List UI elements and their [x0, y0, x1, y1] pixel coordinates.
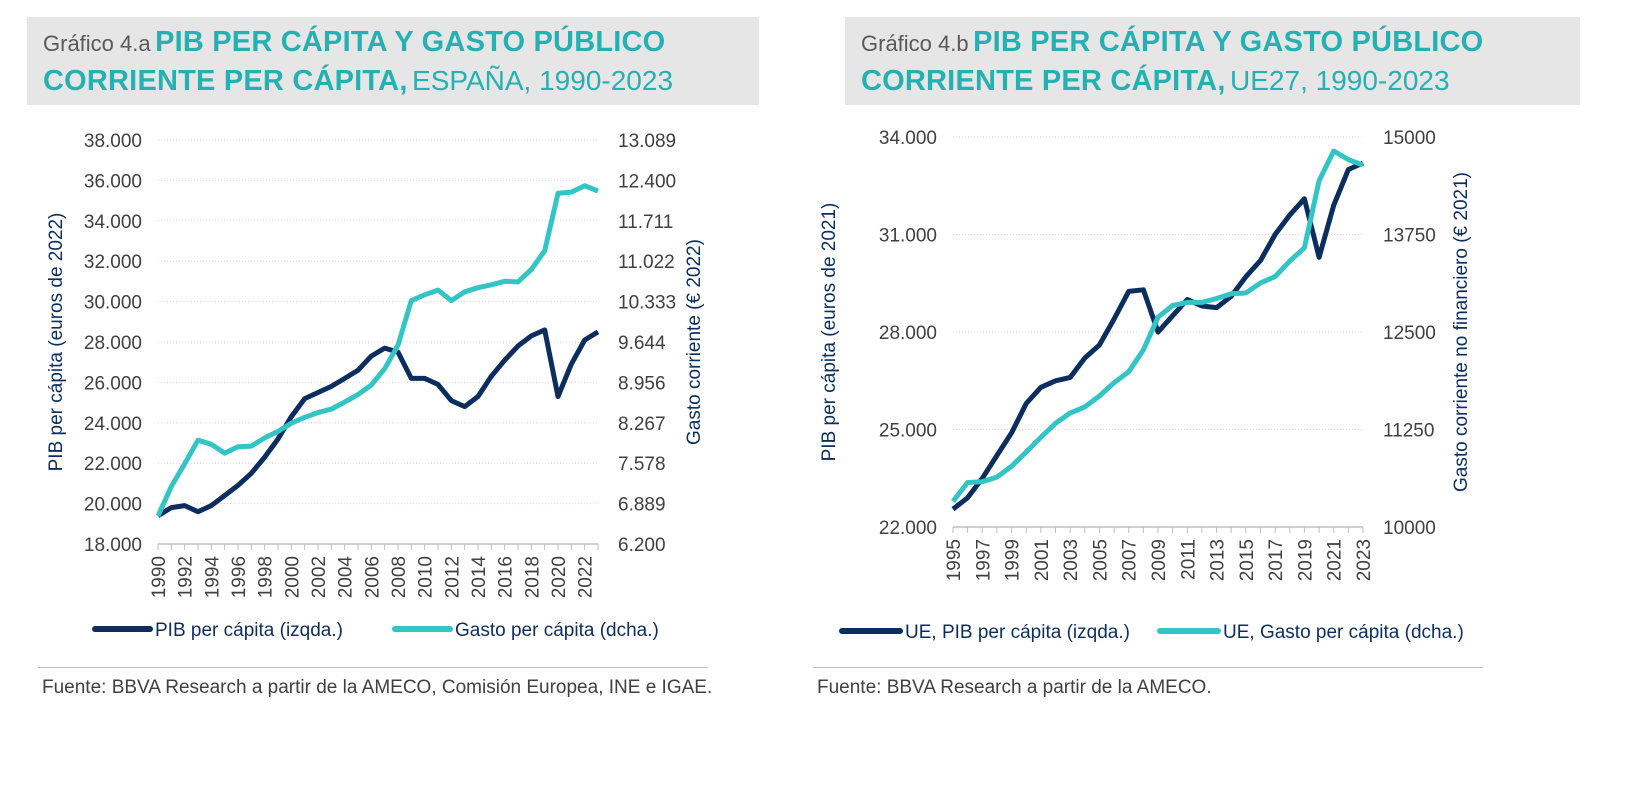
- y-tick-label: 20.000: [84, 495, 142, 516]
- x-tick-label: 1996: [229, 556, 250, 598]
- x-tick-label: 2010: [416, 556, 437, 598]
- y-tick-label: 24.000: [84, 414, 142, 435]
- x-tick-label: 2017: [1266, 539, 1287, 581]
- x-tick-label: 2019: [1295, 539, 1316, 581]
- x-tick-label: 2005: [1090, 539, 1111, 581]
- x-tick-label: 2008: [389, 556, 410, 598]
- x-tick-label: 2000: [282, 556, 303, 598]
- x-tick-label: 1994: [202, 556, 223, 599]
- series-line-2: [155, 183, 599, 517]
- y2-axis-label: Gasto corriente no financiero (€ 2021): [1451, 172, 1472, 492]
- y2-tick-label: 13.089: [618, 131, 676, 152]
- legend-label: PIB per cápita (izqda.): [155, 620, 343, 641]
- x-tick-label: 2013: [1208, 539, 1229, 581]
- x-tick-label: 2002: [309, 556, 330, 598]
- x-tick-label: 2021: [1325, 539, 1346, 581]
- y2-tick-label: 11.022: [618, 252, 675, 273]
- y2-tick-label: 11250: [1383, 421, 1434, 442]
- chart-title-suffix: ESPAÑA, 1990-2023: [412, 65, 674, 96]
- y-axis-label: PIB per cápita (euros de 2021): [819, 203, 840, 462]
- y2-tick-label: 12500: [1383, 323, 1436, 344]
- x-tick-label: 2001: [1032, 539, 1053, 581]
- chart-title-main: PIB PER CÁPITA Y GASTO PÚBLICO CORRIENTE…: [861, 26, 1484, 97]
- x-tick-label: 2014: [469, 556, 490, 599]
- y-tick-label: 38.000: [84, 131, 142, 152]
- legend-label: Gasto per cápita (dcha.): [455, 620, 659, 641]
- chart-title-a: Gráfico 4.a PIB PER CÁPITA Y GASTO PÚBLI…: [27, 17, 759, 105]
- x-tick-label: 1995: [944, 539, 965, 581]
- chart-a-plot: 18.000 6.200 20.000 6.889 22.000 7.578 24.000 8…: [46, 131, 705, 641]
- chart-panel-a: Gráfico 4.a PIB PER CÁPITA Y GASTO PÚBLI…: [0, 0, 790, 800]
- y-tick-label: 18.000: [84, 535, 142, 556]
- y-tick-label: 34.000: [879, 128, 937, 149]
- x-tick-label: 1997: [973, 539, 994, 581]
- series-line-1: [156, 327, 600, 518]
- y2-tick-label: 6.200: [618, 535, 666, 556]
- chart-panel-b: Gráfico 4.b PIB PER CÁPITA Y GASTO PÚBLI…: [813, 0, 1635, 800]
- y-tick-label: 26.000: [84, 373, 142, 394]
- x-tick-label: 2023: [1354, 539, 1375, 581]
- x-tick-label: 1990: [149, 556, 170, 598]
- y2-tick-label: 15000: [1383, 128, 1436, 149]
- y-tick-label: 25.000: [879, 421, 937, 442]
- y2-tick-label: 13750: [1383, 226, 1436, 247]
- chart-title-prefix: Gráfico 4.b: [861, 31, 969, 56]
- y2-tick-label: 12.400: [618, 171, 676, 192]
- chart-title-suffix: UE27, 1990-2023: [1230, 65, 1450, 96]
- y-tick-label: 30.000: [84, 293, 142, 314]
- chart-b-plot: 22.000 10000 25.000 11250 28.000 12500 31.000 1…: [819, 128, 1472, 643]
- y2-tick-label: 6.889: [618, 495, 666, 516]
- legend-label: UE, PIB per cápita (izqda.): [905, 622, 1130, 643]
- x-tick-label: 1998: [256, 556, 277, 598]
- y2-tick-label: 11.711: [618, 212, 673, 233]
- series-line-2: [951, 148, 1364, 503]
- y2-axis-label: Gasto corriente (€ 2022): [684, 239, 705, 445]
- y-tick-label: 31.000: [879, 226, 937, 247]
- chart-title-prefix: Gráfico 4.a: [43, 31, 151, 56]
- y2-tick-label: 10.333: [618, 293, 676, 314]
- x-tick-label: 2011: [1178, 539, 1199, 580]
- y2-tick-label: 8.267: [618, 414, 666, 435]
- divider-line: [813, 667, 1483, 668]
- y2-tick-label: 9.644: [618, 333, 666, 354]
- x-tick-label: 2018: [522, 556, 543, 598]
- x-tick-label: 2012: [442, 556, 463, 598]
- y-tick-label: 22.000: [879, 518, 937, 539]
- source-note: Fuente: BBVA Research a partir de la AME…: [42, 677, 713, 698]
- source-note: Fuente: BBVA Research a partir de la AME…: [817, 677, 1212, 698]
- y-tick-label: 28.000: [84, 333, 142, 354]
- y2-tick-label: 8.956: [618, 373, 666, 394]
- x-tick-label: 2003: [1061, 539, 1082, 581]
- x-tick-label: 1992: [176, 556, 197, 598]
- x-tick-label: 2015: [1237, 539, 1258, 581]
- x-tick-label: 1999: [1003, 539, 1024, 581]
- series-line-1: [951, 160, 1365, 512]
- y-tick-label: 32.000: [84, 252, 142, 273]
- legend-label: UE, Gasto per cápita (dcha.): [1223, 622, 1464, 643]
- y2-tick-label: 10000: [1383, 518, 1436, 539]
- y-axis-label: PIB per cápita (euros de 2022): [46, 213, 67, 472]
- x-tick-label: 2022: [576, 556, 597, 598]
- y-tick-label: 22.000: [84, 454, 142, 475]
- chart-title-b: Gráfico 4.b PIB PER CÁPITA Y GASTO PÚBLI…: [845, 17, 1580, 105]
- x-tick-label: 2009: [1149, 539, 1170, 581]
- divider-line: [38, 667, 708, 668]
- x-tick-label: 2007: [1120, 539, 1141, 581]
- x-tick-label: 2020: [549, 556, 570, 598]
- x-tick-label: 2006: [362, 556, 383, 598]
- y-tick-label: 34.000: [84, 212, 142, 233]
- y-tick-label: 28.000: [879, 323, 937, 344]
- y-tick-label: 36.000: [84, 171, 142, 192]
- x-tick-label: 2004: [336, 556, 357, 599]
- chart-title-main: PIB PER CÁPITA Y GASTO PÚBLICO CORRIENTE…: [43, 26, 666, 97]
- x-tick-label: 2016: [496, 556, 517, 598]
- y2-tick-label: 7.578: [618, 454, 666, 475]
